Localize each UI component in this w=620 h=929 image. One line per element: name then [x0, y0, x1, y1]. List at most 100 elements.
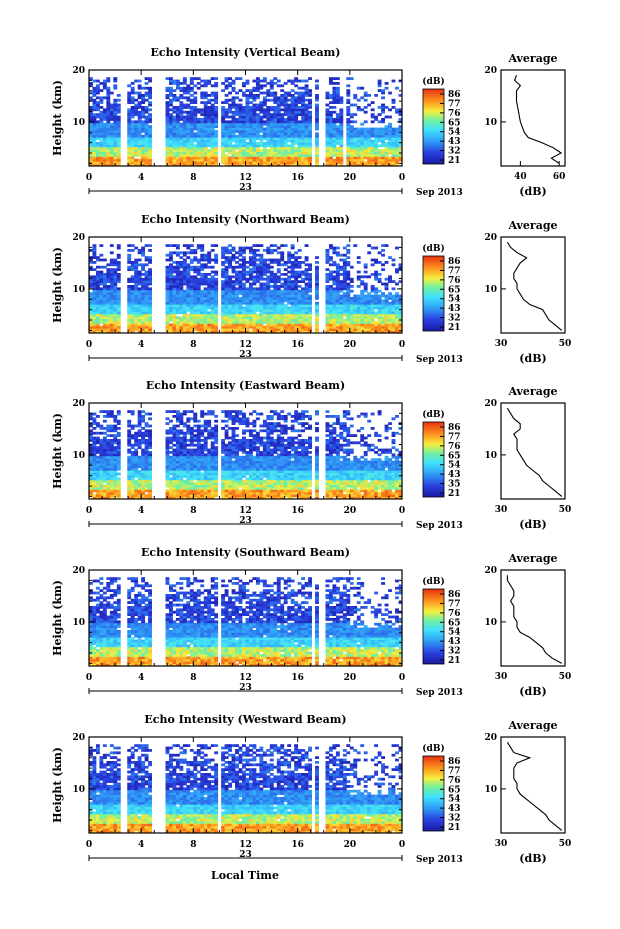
heatmap-cell: [102, 115, 107, 119]
heatmap-cell: [297, 311, 302, 315]
heatmap-cell: [301, 108, 306, 112]
heatmap-cell: [381, 244, 386, 247]
heatmap-cell: [99, 287, 104, 291]
heatmap-cell: [144, 108, 149, 112]
heatmap-cell: [141, 253, 146, 257]
heatmap-cell: [290, 127, 295, 131]
heatmap-cell: [276, 103, 281, 107]
heatmap-cell: [214, 110, 219, 114]
heatmap-cell: [148, 115, 152, 119]
heatmap-cell: [248, 289, 253, 293]
heatmap-cell: [276, 137, 281, 140]
heatmap-cell: [203, 158, 208, 162]
heatmap-cell: [207, 261, 212, 264]
heatmap-cells: [89, 410, 403, 500]
heatmap-cell: [165, 120, 170, 124]
heatmap-cell: [203, 146, 208, 150]
heatmap-cell: [294, 275, 299, 279]
heatmap-cell: [189, 120, 194, 124]
heatmap-cell: [144, 94, 149, 97]
heatmap-cell: [248, 246, 253, 250]
heatmap-cell: [175, 156, 180, 160]
heatmap-cell: [130, 316, 135, 319]
heatmap-cell: [89, 330, 93, 334]
heatmap-cell: [339, 491, 344, 495]
heatmap-cell: [297, 318, 302, 322]
heatmap-cell: [238, 323, 243, 327]
heatmap-cell: [144, 137, 149, 140]
heatmap-cell: [356, 297, 361, 300]
heatmap-cell: [339, 268, 344, 271]
heatmap-cell: [388, 491, 392, 495]
heatmap-cell: [99, 318, 104, 322]
heatmap-cell: [266, 120, 271, 124]
heatmap-cell: [102, 139, 107, 143]
heatmap-cell: [339, 132, 344, 136]
heatmap-cell: [287, 258, 292, 262]
heatmap-cell: [245, 137, 250, 140]
heatmap-cell: [109, 154, 114, 157]
heatmap-cell: [381, 313, 386, 317]
heatmap-cell: [196, 146, 201, 150]
heatmap-cell: [301, 294, 306, 298]
heatmap-cell: [116, 146, 121, 150]
heatmap-cell: [134, 158, 139, 162]
heatmap-cell: [335, 132, 340, 136]
heatmap-cell: [245, 494, 250, 497]
heatmap-cell: [381, 328, 386, 331]
heatmap-cell: [287, 265, 292, 269]
heatmap-cell: [214, 289, 219, 293]
heatmap-cell: [141, 134, 146, 138]
heatmap-cell: [377, 304, 382, 307]
heatmap-cell: [328, 151, 333, 155]
heatmap-cell: [144, 289, 149, 293]
heatmap-cell: [269, 144, 274, 148]
heatmap-cell: [214, 253, 219, 257]
heatmap-cell: [99, 125, 104, 128]
heatmap-cell: [248, 151, 253, 155]
heatmap-cell: [224, 297, 229, 300]
heatmap-cell: [221, 496, 226, 500]
heatmap-cell: [99, 144, 104, 148]
heatmap-cell: [332, 94, 337, 97]
heatmap-cell: [148, 158, 152, 162]
heatmap-cell: [113, 280, 118, 283]
heatmap-cell: [92, 146, 97, 150]
heatmap-cell: [95, 304, 100, 307]
heatmap-cell: [109, 91, 114, 95]
heatmap-cell: [113, 127, 118, 131]
heatmap-cell: [228, 149, 232, 152]
heatmap-cell: [203, 118, 208, 121]
heatmap-cell: [228, 249, 232, 252]
heatmap-cell: [221, 323, 226, 327]
heatmap-cell: [294, 294, 299, 298]
heatmap-cell: [109, 491, 114, 495]
heatmap-cell: [363, 163, 368, 167]
heatmap-cell: [189, 115, 194, 119]
heatmap-cell: [228, 77, 232, 80]
heatmap-cell: [283, 304, 288, 307]
heatmap-cell: [165, 297, 170, 300]
heatmap-cell: [262, 299, 267, 303]
heatmap-cell: [116, 142, 121, 145]
heatmap-cell: [283, 82, 288, 85]
heatmap-cell: [200, 306, 205, 310]
heatmap-cell: [248, 277, 253, 281]
heatmap-cell: [384, 285, 389, 288]
heatmap-cell: [315, 151, 319, 155]
heatmap-cell: [308, 265, 312, 269]
heatmap-cell: [238, 149, 243, 152]
heatmap-cell: [276, 101, 281, 104]
heatmap-cell: [92, 89, 97, 92]
heatmap-cell: [242, 268, 246, 271]
heatmap-cell: [374, 316, 379, 319]
heatmap-cell: [175, 113, 180, 116]
heatmap-cell: [294, 151, 299, 155]
x-tick-label: 20: [344, 340, 357, 350]
heatmap-cell: [116, 261, 121, 264]
heatmap-cell: [360, 321, 365, 324]
heatmap-cell: [89, 142, 93, 145]
heatmap-cell: [325, 149, 330, 152]
heatmap-cell: [242, 301, 246, 305]
heatmap-cell: [172, 270, 177, 274]
